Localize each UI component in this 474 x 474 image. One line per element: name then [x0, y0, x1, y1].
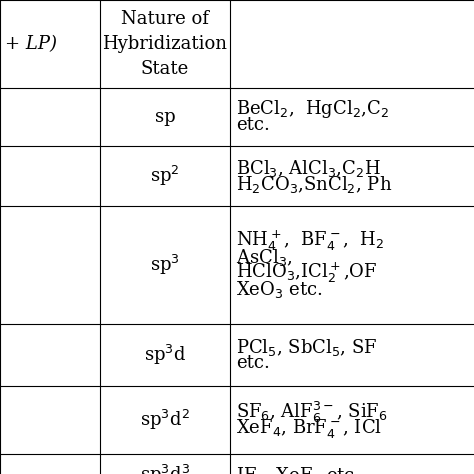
- Text: Nature of
Hybridization
State: Nature of Hybridization State: [102, 10, 228, 78]
- Text: sp$^3$: sp$^3$: [150, 253, 180, 277]
- Text: PCl$_5$, SbCl$_5$, SF: PCl$_5$, SbCl$_5$, SF: [236, 337, 377, 357]
- Text: sp$^3$d$^2$: sp$^3$d$^2$: [140, 408, 190, 432]
- Text: IF$_7$, XeF$_6$ etc.: IF$_7$, XeF$_6$ etc.: [236, 465, 360, 474]
- Text: sp$^3$d: sp$^3$d: [144, 343, 186, 367]
- Text: BeCl$_2$,  HgCl$_2$,C$_2$: BeCl$_2$, HgCl$_2$,C$_2$: [236, 98, 389, 120]
- Text: HClO$_3$,ICl$_2^+$,OF: HClO$_3$,ICl$_2^+$,OF: [236, 261, 377, 285]
- Text: BCl$_3$, AlCl$_3$,C$_2$H: BCl$_3$, AlCl$_3$,C$_2$H: [236, 157, 381, 179]
- Text: sp$^2$: sp$^2$: [150, 164, 180, 188]
- Text: etc.: etc.: [236, 354, 270, 372]
- Text: + LP): + LP): [5, 35, 57, 53]
- Text: AsCl$_3$,: AsCl$_3$,: [236, 246, 292, 267]
- Text: H$_2$CO$_3$,SnCl$_2$, Ph: H$_2$CO$_3$,SnCl$_2$, Ph: [236, 173, 392, 194]
- Text: XeO$_3$ etc.: XeO$_3$ etc.: [236, 279, 323, 300]
- Text: SF$_6$, AlF$_6^{3-}$, SiF$_6$: SF$_6$, AlF$_6^{3-}$, SiF$_6$: [236, 400, 388, 425]
- Text: NH$_4^+$,  BF$_4^-$,  H$_2$: NH$_4^+$, BF$_4^-$, H$_2$: [236, 229, 384, 253]
- Text: sp$^3$d$^3$: sp$^3$d$^3$: [140, 463, 190, 474]
- Text: etc.: etc.: [236, 116, 270, 134]
- Text: sp: sp: [155, 108, 175, 126]
- Text: XeF$_4$, BrF$_4^-$, ICl: XeF$_4$, BrF$_4^-$, ICl: [236, 417, 382, 439]
